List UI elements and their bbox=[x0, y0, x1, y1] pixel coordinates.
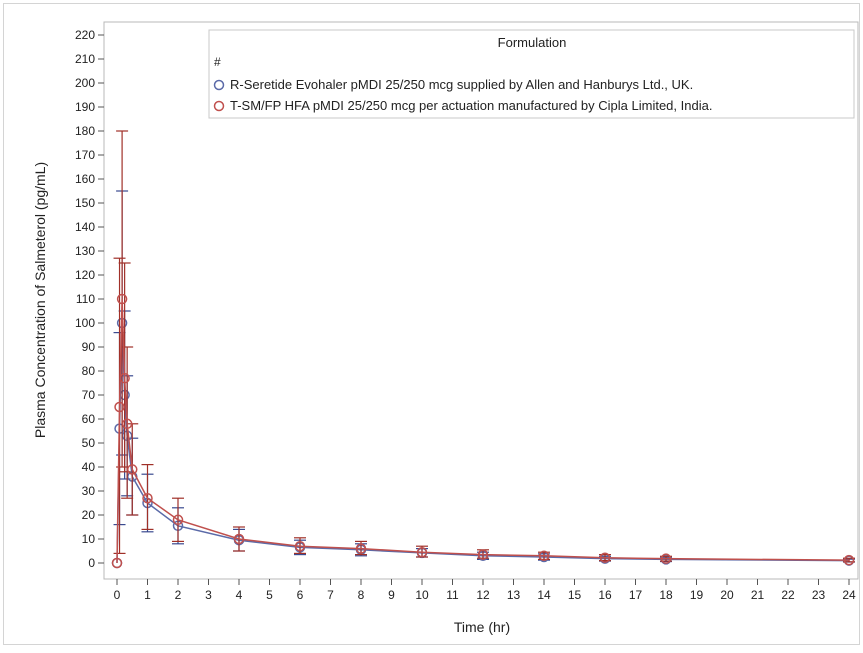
x-tick-label: 12 bbox=[476, 588, 490, 602]
x-tick-label: 1 bbox=[144, 588, 151, 602]
series-1 bbox=[111, 130, 855, 569]
data-point bbox=[416, 546, 428, 558]
y-tick-label: 90 bbox=[82, 340, 96, 354]
y-tick-label: 120 bbox=[75, 268, 95, 282]
y-tick-label: 210 bbox=[75, 52, 95, 66]
y-axis-title: Plasma Concentration of Salmeterol (pg/m… bbox=[32, 162, 48, 438]
legend-label-t-sm-fp: T-SM/FP HFA pMDI 25/250 mcg per actuatio… bbox=[230, 98, 712, 113]
data-point bbox=[538, 550, 550, 562]
y-tick-label: 220 bbox=[75, 28, 95, 42]
y-tick-label: 10 bbox=[82, 532, 96, 546]
legend-marker-t-sm-fp bbox=[213, 100, 225, 112]
x-tick-label: 9 bbox=[388, 588, 395, 602]
data-point bbox=[114, 401, 125, 413]
series-layer bbox=[111, 130, 855, 569]
x-axis-title: Time (hr) bbox=[454, 619, 510, 635]
y-tick-label: 140 bbox=[75, 220, 95, 234]
x-tick-label: 13 bbox=[507, 588, 521, 602]
y-tick-label: 190 bbox=[75, 100, 95, 114]
y-tick-label: 20 bbox=[82, 508, 96, 522]
x-tick-label: 18 bbox=[659, 588, 673, 602]
x-tick-label: 21 bbox=[751, 588, 765, 602]
data-point bbox=[843, 554, 855, 566]
x-tick-label: 16 bbox=[598, 588, 612, 602]
y-tick-label: 70 bbox=[82, 388, 96, 402]
y-tick-label: 110 bbox=[76, 292, 95, 306]
y-tick-label: 150 bbox=[75, 196, 95, 210]
legend-box bbox=[208, 29, 855, 119]
data-point bbox=[233, 533, 245, 545]
y-tick-label: 0 bbox=[88, 556, 95, 570]
x-tick-label: 5 bbox=[266, 588, 273, 602]
x-tick-label: 17 bbox=[629, 588, 643, 602]
y-tick-label: 130 bbox=[75, 244, 95, 258]
x-tick-label: 15 bbox=[568, 588, 582, 602]
y-tick-label: 50 bbox=[82, 436, 96, 450]
x-tick-label: 2 bbox=[175, 588, 182, 602]
y-tick-label: 100 bbox=[75, 316, 95, 330]
legend-marker-row: # bbox=[214, 55, 221, 69]
data-point bbox=[142, 492, 153, 504]
y-tick-label: 180 bbox=[75, 124, 95, 138]
x-tick-label: 3 bbox=[205, 588, 212, 602]
y-axis: 0 10 20 30 40 50 60 70 80 90 100 110 120 130 140 150 160… bbox=[75, 28, 104, 570]
data-point bbox=[111, 557, 123, 569]
legend-label-r-seretide: R-Seretide Evohaler pMDI 25/250 mcg supp… bbox=[230, 77, 693, 92]
y-tick-label: 160 bbox=[75, 172, 95, 186]
y-tick-label: 170 bbox=[75, 148, 95, 162]
data-point bbox=[477, 549, 489, 560]
legend-marker-r-seretide bbox=[213, 79, 225, 91]
y-tick-label: 30 bbox=[82, 484, 96, 498]
x-tick-label: 19 bbox=[690, 588, 704, 602]
x-tick-label: 14 bbox=[537, 588, 551, 602]
y-tick-label: 60 bbox=[82, 412, 96, 426]
data-point bbox=[660, 553, 672, 564]
legend-entry-t-sm-fp: T-SM/FP HFA pMDI 25/250 mcg per actuatio… bbox=[213, 98, 712, 113]
x-tick-label: 7 bbox=[327, 588, 334, 602]
legend-title: Formulation bbox=[498, 35, 567, 50]
x-tick-label: 24 bbox=[842, 588, 856, 602]
y-tick-label: 200 bbox=[75, 76, 95, 90]
y-tick-label: 40 bbox=[82, 460, 96, 474]
data-point bbox=[119, 372, 130, 384]
data-point bbox=[355, 543, 367, 554]
x-tick-label: 10 bbox=[415, 588, 429, 602]
x-tick-label: 22 bbox=[781, 588, 795, 602]
x-tick-label: 6 bbox=[297, 588, 304, 602]
y-tick-label: 80 bbox=[82, 364, 96, 378]
data-point bbox=[294, 540, 306, 552]
data-point bbox=[599, 552, 611, 563]
data-point bbox=[116, 293, 128, 305]
x-tick-label: 0 bbox=[114, 588, 121, 602]
legend: Formulation # R-Seretide Evohaler pMDI 2… bbox=[208, 29, 855, 119]
data-point bbox=[172, 514, 184, 526]
data-point bbox=[121, 418, 133, 430]
x-axis: 0 1 2 3 4 5 6 7 8 9 10 11 12 13 14 15 16 17 18 19 20 21 22 23 24 bbox=[114, 579, 856, 602]
x-tick-label: 4 bbox=[236, 588, 243, 602]
x-tick-label: 23 bbox=[812, 588, 826, 602]
x-tick-label: 8 bbox=[358, 588, 365, 602]
data-point bbox=[127, 464, 138, 475]
x-tick-label: 11 bbox=[446, 588, 459, 602]
series-line bbox=[116, 298, 850, 564]
legend-entry-r-seretide: R-Seretide Evohaler pMDI 25/250 mcg supp… bbox=[213, 77, 693, 92]
x-tick-label: 20 bbox=[720, 588, 734, 602]
